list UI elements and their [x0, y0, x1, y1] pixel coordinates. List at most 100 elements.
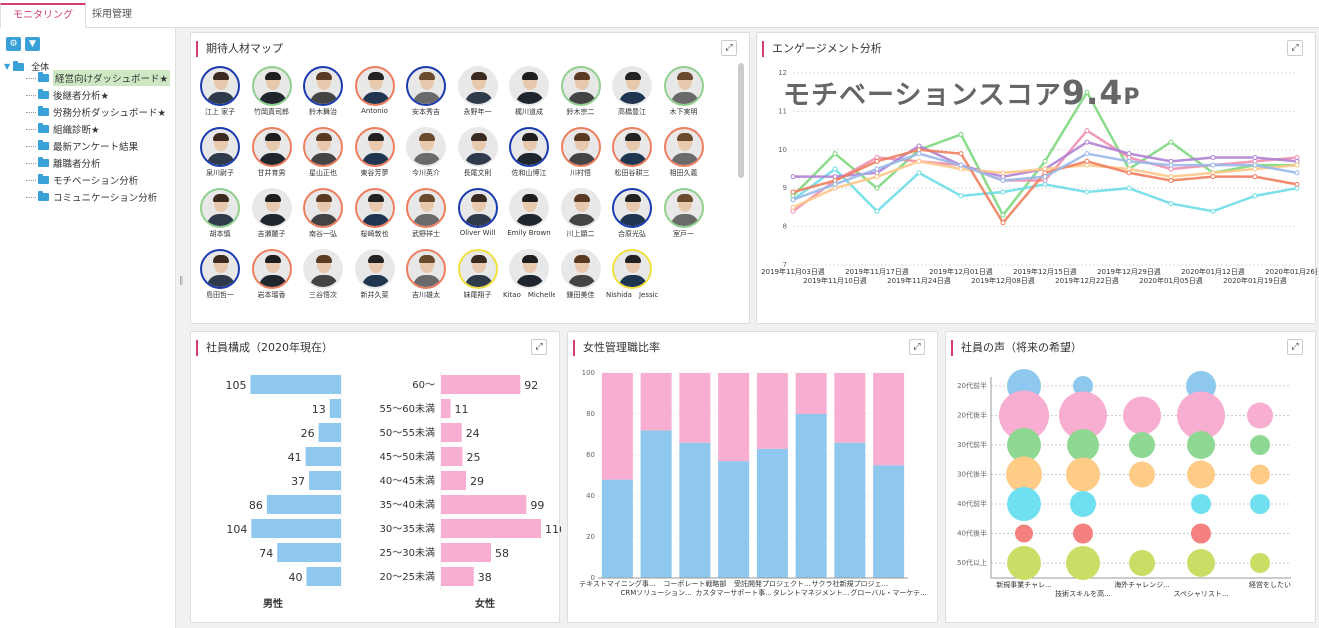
person-card[interactable]: 妹尾翔子 [452, 249, 504, 300]
data-point [1042, 158, 1048, 164]
avatar [200, 66, 240, 106]
bar-pink [640, 373, 672, 431]
tree-item[interactable]: 離職者分析 [26, 155, 101, 171]
person-card[interactable]: 甘井育男 [246, 127, 298, 178]
avatar [303, 127, 343, 167]
person-card[interactable]: 長尾文則 [452, 127, 504, 178]
talent-map-panel: 期待人材マップ ⤢ 江上 家子 竹岡真司郎 鈴木舞治 Antonio 安本秀吉 永野年一 梶… [190, 32, 750, 324]
person-name: 島田哲一 [206, 291, 234, 299]
data-point [832, 151, 838, 157]
person-card[interactable]: 相田久義 [658, 127, 710, 178]
male-label: 男性 [263, 599, 283, 610]
person-card[interactable]: 鈴木舞治 [297, 66, 349, 117]
avatar [406, 249, 446, 289]
y-tick-label: 30代前半 [957, 440, 987, 449]
person-card[interactable]: 合原光弘 [606, 188, 658, 239]
person-card[interactable]: 星山正也 [297, 127, 349, 178]
tree-item[interactable]: 経営向けダッシュボード★ [26, 70, 171, 86]
expand-icon[interactable]: ⤢ [909, 339, 925, 355]
person-card[interactable]: 桜崎敦也 [349, 188, 401, 239]
person-card[interactable]: 鎌田美佳 [555, 249, 607, 300]
tree-item[interactable]: 組織診断★ [26, 121, 100, 137]
expand-icon[interactable]: ⤢ [1287, 339, 1303, 355]
splitter-handle[interactable]: ‖ [179, 276, 184, 286]
person-card[interactable]: 新井久菜 [349, 249, 401, 300]
person-card[interactable]: 木下実明 [658, 66, 710, 117]
person-name: 泉川尉子 [206, 169, 234, 177]
person-card[interactable]: 東谷芳夢 [349, 127, 401, 178]
tab-monitoring[interactable]: モニタリング [0, 3, 86, 28]
person-name: 佐和山博江 [511, 169, 547, 177]
tree-item-label: コミュニケーション分析 [53, 193, 158, 204]
male-bar [318, 423, 341, 442]
person-card[interactable]: 川村悟 [555, 127, 607, 178]
gear-icon[interactable]: ⚙ [6, 37, 21, 51]
person-card[interactable]: 江上 家子 [194, 66, 246, 117]
tree-item[interactable]: 後継者分析★ [26, 87, 109, 103]
person-card[interactable]: 南谷一弘 [297, 188, 349, 239]
person-name: 合原光弘 [618, 230, 646, 238]
person-card[interactable]: 鈴木宗二 [555, 66, 607, 117]
expand-icon[interactable]: ⤢ [531, 339, 547, 355]
person-card[interactable]: 吉瀬麓子 [246, 188, 298, 239]
person-card[interactable]: 岩本瑠香 [246, 249, 298, 300]
bubble [1066, 546, 1100, 580]
avatar-hair [264, 133, 281, 141]
person-card[interactable]: 三谷悟次 [297, 249, 349, 300]
tree-item-label: 労務分析ダッシュボード★ [53, 108, 167, 119]
person-card[interactable]: 竹岡真司郎 [246, 66, 298, 117]
score-unit: P [1123, 85, 1141, 110]
person-card[interactable]: 島田哲一 [194, 249, 246, 300]
person-name: 鈴木宗二 [566, 108, 595, 116]
expand-icon[interactable]: ⤢ [721, 40, 737, 56]
male-bar [309, 471, 341, 490]
person-card[interactable]: 高橋豊江 [606, 66, 658, 117]
person-card[interactable]: Kitao Michelle [503, 249, 555, 300]
data-point [958, 151, 964, 157]
tree-item[interactable]: コミュニケーション分析 [26, 189, 157, 205]
person-card[interactable]: Oliver Will [452, 188, 504, 237]
person-card[interactable]: 泉川尉子 [194, 127, 246, 178]
x-tick-label: 2019年11月24日週 [887, 276, 951, 285]
avatar-body [516, 275, 544, 287]
person-card[interactable]: 川上顕二 [555, 188, 607, 239]
avatar-hair [573, 255, 590, 263]
female-value: 29 [470, 475, 484, 488]
person-card[interactable]: 胡本慎 [194, 188, 246, 239]
avatar [663, 188, 704, 228]
avatar-body [619, 92, 647, 104]
avatar [251, 188, 292, 228]
tab-recruitment[interactable]: 採用管理 [92, 9, 132, 20]
male-bar [329, 399, 341, 418]
person-card[interactable]: Nishida Jessica [606, 249, 658, 300]
person-card[interactable]: 吉川雄太 [400, 249, 452, 300]
person-card[interactable]: Antonio [349, 66, 401, 115]
avatar-body [361, 153, 390, 165]
tree-item[interactable]: モチベーション分析 [26, 172, 138, 188]
tree-item[interactable]: 労務分析ダッシュボード★ [26, 104, 166, 120]
person-card[interactable]: 梶川道成 [503, 66, 555, 117]
tree-item[interactable]: 最新アンケート結果 [26, 138, 138, 154]
tree-root[interactable]: ▼ 全体 [4, 60, 49, 73]
person-card[interactable]: 武野祥士 [400, 188, 452, 239]
person-card[interactable]: 室戸一 [658, 188, 710, 239]
data-point [1294, 181, 1300, 187]
score-label: モチベーションスコア [783, 80, 1062, 111]
scrollbar[interactable] [738, 63, 744, 178]
filter-icon[interactable]: ▼ [25, 37, 40, 51]
person-card[interactable]: Emily Brown [503, 188, 555, 237]
expand-icon[interactable]: ⤢ [1287, 40, 1303, 56]
person-name: 松田谷耕三 [614, 169, 650, 177]
male-value: 13 [312, 403, 326, 416]
person-card[interactable]: 永野年一 [452, 66, 504, 117]
x-tick-label: 2020年01月19日週 [1223, 276, 1287, 285]
person-card[interactable]: 今川英介 [400, 127, 452, 178]
person-card[interactable]: 佐和山博江 [503, 127, 555, 178]
data-point [1042, 181, 1048, 187]
person-card[interactable]: 松田谷耕三 [606, 127, 658, 178]
data-point [1000, 220, 1006, 226]
caret-down-icon[interactable]: ▼ [4, 62, 11, 71]
female-bar [441, 375, 521, 394]
person-card[interactable]: 安本秀吉 [400, 66, 452, 117]
y-tick-label: 0 [591, 574, 595, 582]
